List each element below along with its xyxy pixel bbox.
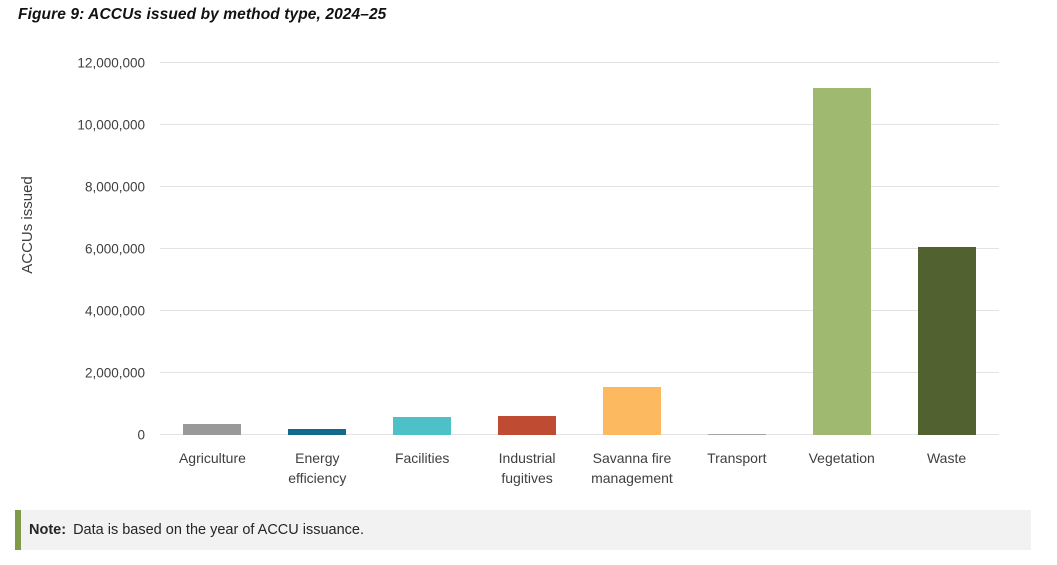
bar-agriculture [183, 424, 242, 435]
bar-waste [917, 247, 976, 435]
y-axis-tick-labels: 0 2,000,000 4,000,000 6,000,000 8,000,000 10,… [0, 56, 145, 443]
bar-facilities [393, 417, 452, 435]
x-axis-category-label-facilities: Facilities [394, 450, 450, 466]
bar-energy-efficiency [288, 429, 347, 435]
y-axis-tick-label: 10,000,000 [77, 117, 145, 133]
x-axis-category-labels: Agriculture Energy efficiency Facilities In… [160, 449, 999, 489]
gridline [160, 310, 999, 311]
gridline [160, 372, 999, 373]
bar-slot-facilities [370, 63, 475, 435]
x-axis-category-label-vegetation: Vegetation [808, 450, 875, 466]
y-axis-tick-label: 12,000,000 [77, 55, 145, 71]
bar-slot-industrial-fugitives [475, 63, 580, 435]
y-axis-tick-label: 0 [137, 427, 145, 443]
x-axis-category-label-industrial-fugitives: Industrial fugitives [498, 450, 556, 486]
bar-slot-transport [684, 63, 789, 435]
y-axis-tick-label: 6,000,000 [84, 241, 145, 257]
x-axis-category-label-energy-efficiency: Energy efficiency [288, 450, 347, 486]
gridline [160, 434, 999, 435]
note-text: Data is based on the year of ACCU issuan… [73, 522, 365, 538]
bar-vegetation [812, 87, 871, 435]
gridline [160, 186, 999, 187]
bar-slot-agriculture [160, 63, 265, 435]
x-axis-category-label-savanna-fire-management: Savanna fire management [591, 450, 673, 486]
bar-slot-waste [894, 63, 999, 435]
x-axis-category-label-agriculture: Agriculture [178, 450, 246, 466]
plot-area [160, 62, 999, 435]
bar-slots [160, 63, 999, 435]
y-axis-tick-label: 8,000,000 [84, 179, 145, 195]
gridline [160, 124, 999, 125]
y-axis-tick-label: 4,000,000 [84, 303, 145, 319]
bar-slot-energy-efficiency [265, 63, 370, 435]
note-box: Note: Data is based on the year of ACCU … [15, 510, 1031, 550]
bar-industrial-fugitives [498, 416, 557, 435]
gridline [160, 62, 999, 63]
figure-title: Figure 9: ACCUs issued by method type, 2… [18, 6, 387, 23]
bar-slot-savanna-fire-management [580, 63, 685, 435]
x-axis-category-label-transport: Transport [707, 450, 767, 466]
note-label: Note: [29, 522, 67, 538]
y-axis-tick-label: 2,000,000 [84, 365, 145, 381]
bar-transport [707, 433, 766, 435]
gridline [160, 248, 999, 249]
x-axis-category-label-waste: Waste [926, 450, 967, 466]
bar-slot-vegetation [789, 63, 894, 435]
bar-savanna-fire-management [602, 386, 661, 435]
